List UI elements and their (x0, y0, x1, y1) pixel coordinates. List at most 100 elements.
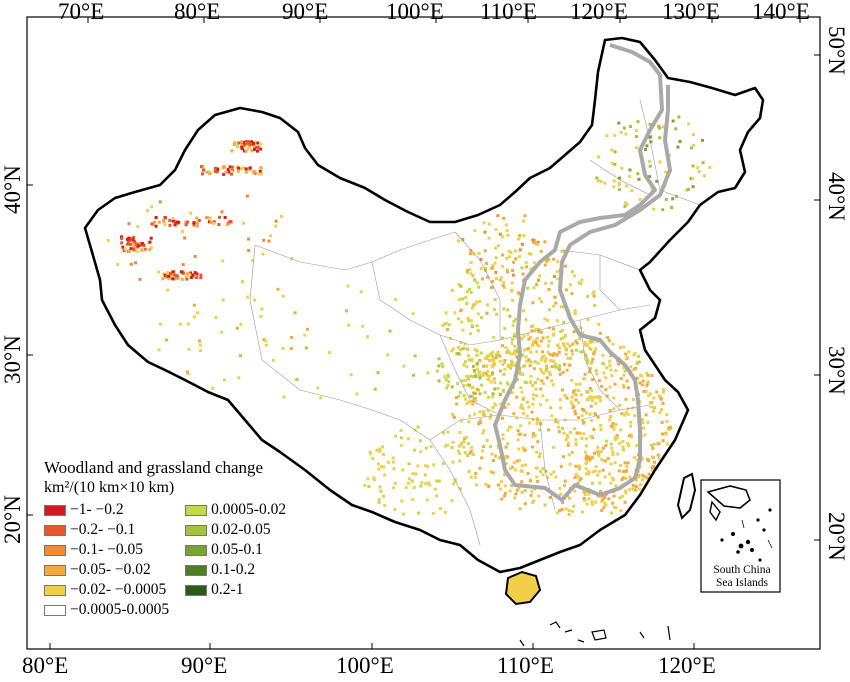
change-pixel (140, 242, 144, 245)
change-pixel (407, 462, 411, 466)
change-pixel (463, 437, 467, 441)
legend: Woodland and grassland change km²/(10 km… (44, 458, 374, 620)
change-pixel (578, 465, 582, 469)
change-pixel (624, 132, 628, 136)
change-pixel (557, 350, 561, 354)
change-pixel (613, 382, 617, 386)
top-tick-label: 90°E (282, 0, 329, 24)
top-tick-label: 80°E (174, 0, 221, 24)
change-pixel (466, 354, 470, 358)
change-pixel (594, 401, 598, 405)
change-pixel (552, 275, 556, 278)
change-pixel (617, 121, 621, 125)
change-pixel (603, 502, 607, 505)
change-pixel (168, 276, 172, 280)
change-pixel (558, 398, 562, 402)
change-pixel (584, 411, 588, 415)
change-pixel (532, 397, 536, 401)
change-pixel (452, 482, 456, 486)
change-pixel (569, 400, 573, 404)
change-pixel (561, 427, 564, 430)
change-pixel (608, 408, 612, 412)
change-pixel (189, 211, 193, 215)
change-pixel (377, 467, 381, 471)
change-pixel (573, 392, 577, 396)
change-pixel (487, 485, 491, 489)
change-pixel (157, 220, 161, 224)
legend-swatch (44, 564, 66, 576)
change-pixel (465, 365, 468, 369)
change-pixel (532, 499, 536, 503)
change-pixel (565, 396, 569, 400)
change-pixel (520, 480, 524, 484)
legend-item: 0.0005-0.02 (185, 500, 286, 520)
change-pixel (490, 266, 494, 270)
change-pixel (573, 427, 577, 431)
change-pixel (472, 369, 476, 372)
change-pixel (561, 342, 565, 346)
change-pixel (483, 413, 487, 417)
change-pixel (625, 469, 628, 473)
change-pixel (590, 398, 594, 402)
change-pixel (392, 486, 396, 490)
change-pixel (377, 498, 381, 501)
change-pixel (207, 220, 211, 224)
change-pixel (447, 380, 451, 384)
change-pixel (223, 216, 227, 219)
change-pixel (569, 431, 572, 434)
change-pixel (126, 242, 129, 246)
change-pixel (511, 324, 515, 328)
change-pixel (460, 419, 464, 423)
change-pixel (493, 387, 497, 391)
change-pixel (557, 364, 561, 368)
legend-item: −0.0005-0.0005 (44, 600, 169, 620)
change-pixel (216, 167, 220, 171)
change-pixel (494, 356, 498, 359)
left-tick-label: 30°N (0, 335, 25, 384)
change-pixel (236, 169, 240, 173)
change-pixel (565, 433, 569, 437)
change-pixel (628, 168, 632, 172)
change-pixel (609, 462, 613, 466)
change-pixel (554, 417, 558, 421)
change-pixel (235, 144, 239, 148)
change-pixel (458, 430, 462, 434)
change-pixel (651, 485, 655, 489)
change-pixel (521, 373, 525, 376)
change-pixel (494, 270, 498, 274)
change-pixel (556, 420, 560, 424)
change-pixel (173, 221, 177, 224)
change-pixel (604, 439, 608, 443)
change-pixel (546, 319, 550, 323)
change-pixel (600, 508, 604, 512)
change-pixel (503, 457, 507, 460)
change-pixel (172, 219, 176, 223)
change-pixel (561, 501, 565, 504)
change-pixel (604, 444, 608, 447)
change-pixel (481, 410, 485, 413)
change-pixel (221, 259, 225, 263)
change-pixel (479, 421, 482, 425)
change-pixel (622, 470, 626, 473)
change-pixel (476, 312, 480, 316)
change-pixel (515, 459, 519, 463)
change-pixel (557, 430, 561, 434)
change-pixel (531, 342, 535, 345)
change-pixel (486, 303, 489, 307)
change-pixel (478, 410, 482, 414)
change-pixel (577, 475, 580, 479)
change-pixel (659, 396, 663, 400)
change-pixel (559, 337, 563, 341)
change-pixel (570, 402, 574, 406)
change-pixel (535, 422, 539, 426)
change-pixel (517, 237, 521, 241)
change-pixel (513, 344, 517, 348)
change-pixel (500, 416, 504, 420)
change-pixel (470, 445, 474, 449)
change-pixel (574, 348, 578, 352)
change-pixel (473, 229, 477, 233)
change-pixel (568, 462, 572, 466)
change-pixel (239, 322, 243, 326)
change-pixel (552, 445, 556, 449)
change-pixel (656, 453, 660, 457)
